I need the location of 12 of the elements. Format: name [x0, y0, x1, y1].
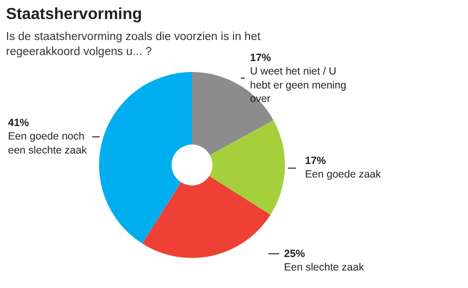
- data-label: 17%: [250, 52, 272, 64]
- slice-label: Een slechte zaak: [284, 262, 365, 274]
- donut-slice: [209, 120, 285, 215]
- slice-label: Een goede noch een slechte zaak: [8, 130, 88, 156]
- chart-title: Staatshervorming: [6, 6, 142, 23]
- data-label: 17%: [305, 155, 327, 167]
- data-label: 25%: [284, 248, 306, 260]
- slice-label: Een goede zaak: [305, 168, 382, 181]
- donut-slice: [99, 72, 192, 244]
- slice-label: U weet het niet / U hebt er geen mening over: [250, 66, 346, 105]
- data-label: 41%: [8, 117, 30, 129]
- donut-slice: [142, 176, 270, 258]
